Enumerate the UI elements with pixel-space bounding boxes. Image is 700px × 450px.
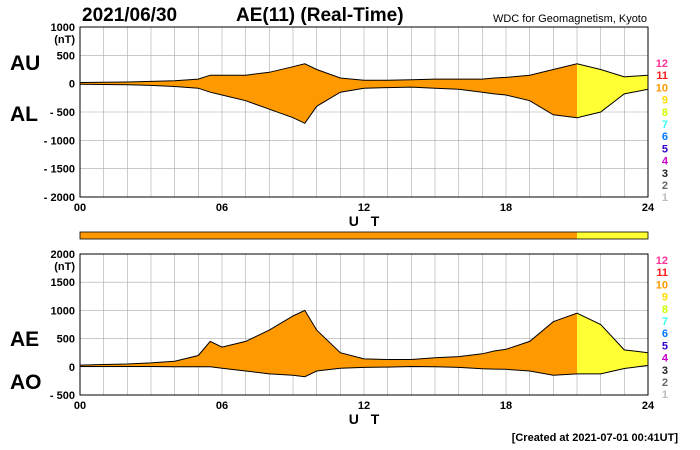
series-line-ao (80, 364, 649, 378)
y-tick-label: 0 (69, 79, 75, 91)
x-tick-label: 18 (500, 400, 512, 412)
legend-level-10: 10 (656, 82, 668, 94)
legend-level-8: 8 (662, 304, 668, 316)
legend-level-7: 7 (662, 316, 668, 328)
legend-level-9: 9 (662, 95, 668, 107)
legend-level-11: 11 (656, 267, 668, 279)
x-tick-label: 18 (500, 202, 512, 214)
series-line-ae (79, 309, 649, 366)
legend-level-2: 2 (662, 377, 668, 389)
legend-level-10: 10 (656, 279, 668, 291)
legend-level-2: 2 (662, 180, 668, 192)
y-tick-label: - 500 (50, 390, 75, 402)
series-label-ao: AO (10, 371, 42, 394)
y-tick-label: 1500 (51, 277, 75, 289)
legend-level-5: 5 (662, 143, 668, 155)
legend-level-7: 7 (662, 119, 668, 131)
legend-level-6: 6 (662, 131, 668, 143)
y-tick-label: - 1500 (44, 164, 75, 176)
series-label-au: AU (10, 52, 40, 75)
legend-level-4: 4 (662, 156, 669, 168)
date-label: 2021/06/30 (82, 5, 177, 26)
series-line-al (79, 83, 649, 124)
legend-level-3: 3 (662, 168, 668, 180)
legend-level-5: 5 (662, 340, 668, 352)
x-tick-label: 24 (642, 400, 655, 412)
x-tick-label: 06 (216, 202, 228, 214)
y-tick-label: - 500 (50, 107, 75, 119)
source-label: WDC for Geomagnetism, Kyoto (493, 13, 647, 25)
legend-level-11: 11 (656, 70, 668, 82)
ae-ao-panel: 2000 1500 1000 500 0 - 500 (nT) 00 06 12 18 24 U T AE… (10, 249, 655, 427)
legend-level-6: 6 (662, 328, 668, 340)
legend-level-8: 8 (662, 107, 668, 119)
au-al-panel: 1000 500 0 - 500 - 1000 - 1500 - 2000 (nT) 00 06 1… (10, 22, 655, 229)
legend-level-1: 1 (662, 192, 668, 204)
legend-level-12: 12 (656, 255, 668, 267)
y-unit-label: (nT) (54, 261, 75, 273)
y-tick-label: 500 (57, 50, 75, 62)
y-tick-label: 2000 (51, 249, 75, 261)
series-line-au (79, 63, 649, 83)
x-tick-label: 06 (216, 400, 228, 412)
created-timestamp: [Created at 2021-07-01 00:41UT] (512, 432, 679, 444)
y-tick-label: - 2000 (44, 192, 75, 204)
activity-bar-segment (80, 232, 577, 239)
legend-level-1: 1 (662, 389, 668, 401)
x-axis-label: U T (349, 411, 384, 427)
activity-bar-segment (577, 232, 648, 239)
x-tick-label: 12 (358, 400, 370, 412)
plot-frame (79, 253, 649, 396)
y-tick-label: 0 (69, 362, 75, 374)
series-label-ae: AE (10, 328, 39, 351)
chart-title: AE(11) (Real-Time) (236, 5, 404, 26)
legend-level-12: 12 (656, 58, 668, 70)
x-tick-label: 00 (74, 202, 86, 214)
y-tick-label: 1000 (51, 22, 75, 34)
series-label-al: AL (10, 103, 38, 126)
legend-level-9: 9 (662, 292, 668, 304)
y-tick-label: 500 (57, 334, 75, 346)
legend-level-3: 3 (662, 365, 668, 377)
legend-level-4: 4 (662, 353, 669, 365)
plot-frame (79, 26, 649, 198)
y-tick-label: 1000 (51, 305, 75, 317)
y-tick-label: - 1000 (44, 135, 75, 147)
x-tick-label: 00 (74, 400, 86, 412)
x-tick-label: 12 (358, 202, 370, 214)
x-axis-label: U T (349, 213, 384, 229)
y-unit-label: (nT) (54, 34, 75, 46)
x-tick-label: 24 (642, 202, 655, 214)
activity-level-bar (79, 231, 649, 240)
